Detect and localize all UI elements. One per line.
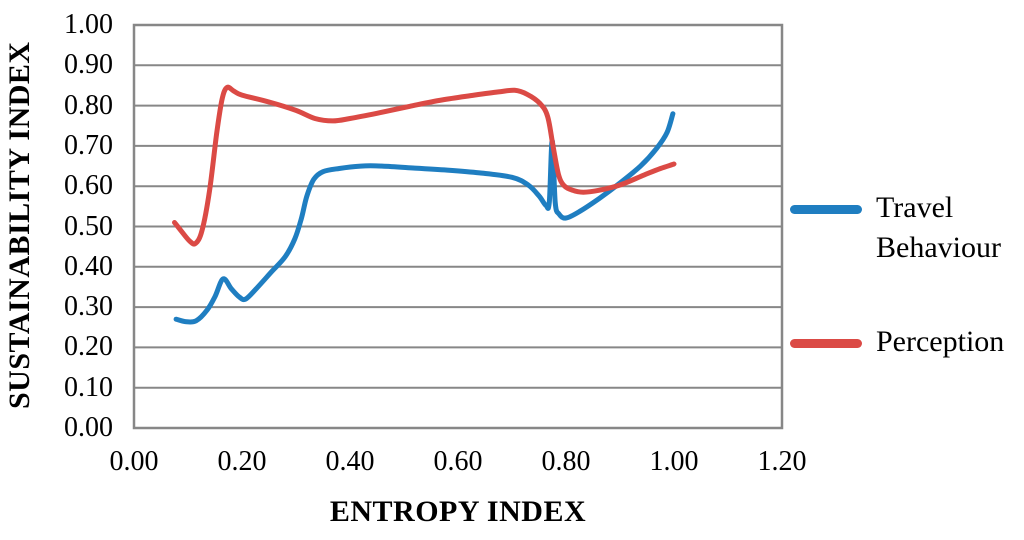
x-tick-label: 0.20	[217, 446, 267, 477]
legend-label-perception: Perception	[876, 325, 1005, 358]
series-line-travel-behaviour	[173, 111, 676, 325]
y-tick-label: 0.70	[64, 129, 113, 161]
legend-label-travel-behaviour: Travel Behaviour	[876, 191, 1001, 264]
x-tick-label: 0.80	[541, 446, 591, 477]
x-tick-label: 1.00	[649, 446, 699, 477]
x-tick-label: 0.00	[109, 446, 159, 477]
y-tick-label: 0.20	[64, 331, 113, 363]
x-tick-label: 0.40	[325, 446, 375, 477]
perception-line-swatch-icon	[790, 339, 862, 348]
series-line-perception	[172, 84, 677, 247]
legend-item-travel-behaviour[interactable]: Travel Behaviour	[790, 188, 1024, 268]
y-tick-label: 0.40	[64, 250, 113, 282]
y-tick-label: 1.00	[64, 9, 113, 40]
plot-border	[132, 23, 784, 430]
y-tick-label: 0.10	[64, 371, 113, 403]
y-tick-label: 0.90	[64, 49, 113, 81]
legend-item-perception[interactable]: Perception	[790, 322, 1024, 362]
y-tick-label: 0.60	[64, 170, 113, 202]
y-tick-label: 0.80	[64, 89, 113, 121]
x-axis-title: ENTROPY INDEX	[329, 495, 587, 528]
x-tick-label: 1.20	[757, 446, 807, 477]
y-tick-label: 0.00	[64, 412, 113, 443]
x-tick-label: 0.60	[433, 446, 483, 477]
travel-behaviour-line-swatch-icon	[790, 205, 862, 214]
y-tick-label: 0.30	[64, 291, 113, 323]
y-tick-label: 0.50	[64, 210, 113, 242]
